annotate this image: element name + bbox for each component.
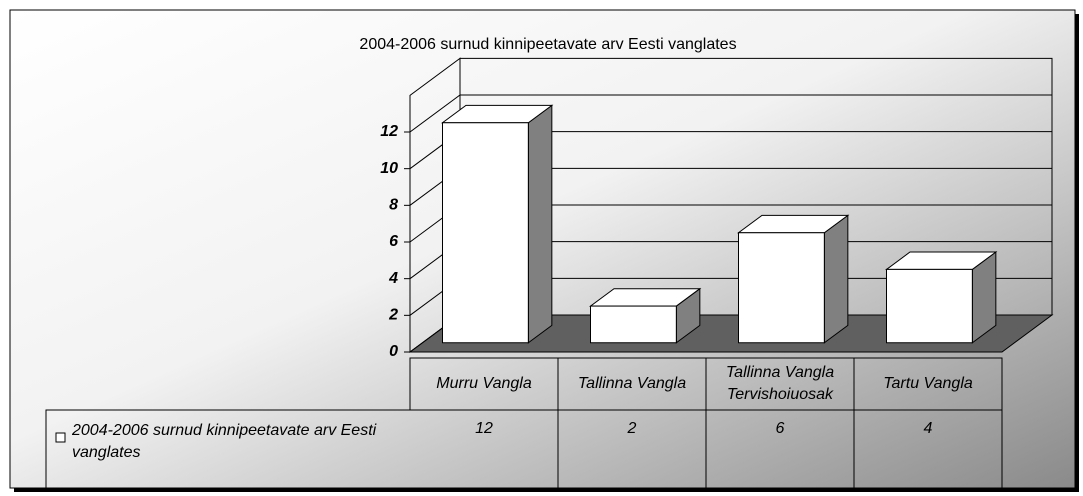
value-cell: 2 (627, 420, 637, 437)
value-cell-box: 2 (627, 420, 637, 437)
value-cell-box: 4 (923, 420, 933, 437)
bar (736, 214, 850, 344)
bar (440, 104, 554, 344)
category-label: Tallinna Vangla Tervishoiuosak (725, 364, 835, 403)
legend-label: 2004-2006 surnud kinnipeetavate arv Eest… (72, 422, 377, 461)
category-label: Tartu Vangla (883, 375, 973, 392)
category-label-box: Tallinna Vangla Tervishoiuosak (725, 364, 835, 403)
bar-front (590, 305, 677, 344)
y-tick-label: 0 (389, 343, 398, 360)
bar (884, 251, 998, 344)
bar-front (738, 232, 825, 344)
legend-key (55, 432, 66, 443)
category-label-box: Tallinna Vangla (577, 375, 687, 392)
chart-title: 2004-2006 surnud kinnipeetavate arv Eest… (359, 36, 736, 53)
value-cell: 4 (923, 420, 933, 437)
y-tick-label: 8 (389, 197, 398, 214)
value-cell-box: 12 (475, 420, 493, 437)
category-label-box: Murru Vangla (436, 375, 532, 392)
y-tick-label: 4 (388, 270, 398, 287)
y-tick-label: 6 (389, 233, 398, 250)
bar-front (886, 268, 973, 344)
y-tick-label: 12 (380, 123, 398, 140)
category-label: Tallinna Vangla (577, 375, 687, 392)
value-cell-box: 6 (775, 420, 785, 437)
category-label-box: Tartu Vangla (883, 375, 973, 392)
y-tick-label: 2 (388, 307, 398, 324)
value-cell: 12 (475, 420, 493, 437)
value-cell: 6 (775, 420, 785, 437)
category-label: Murru Vangla (436, 375, 532, 392)
grid-line (409, 94, 1052, 133)
y-tick-label: 10 (380, 160, 398, 177)
bar-front (442, 122, 529, 344)
bar (588, 287, 702, 344)
legend-label-box: 2004-2006 surnud kinnipeetavate arv Eest… (72, 422, 377, 461)
table-vals (45, 409, 1003, 489)
bar-side (527, 104, 553, 344)
bar-side (823, 214, 849, 344)
